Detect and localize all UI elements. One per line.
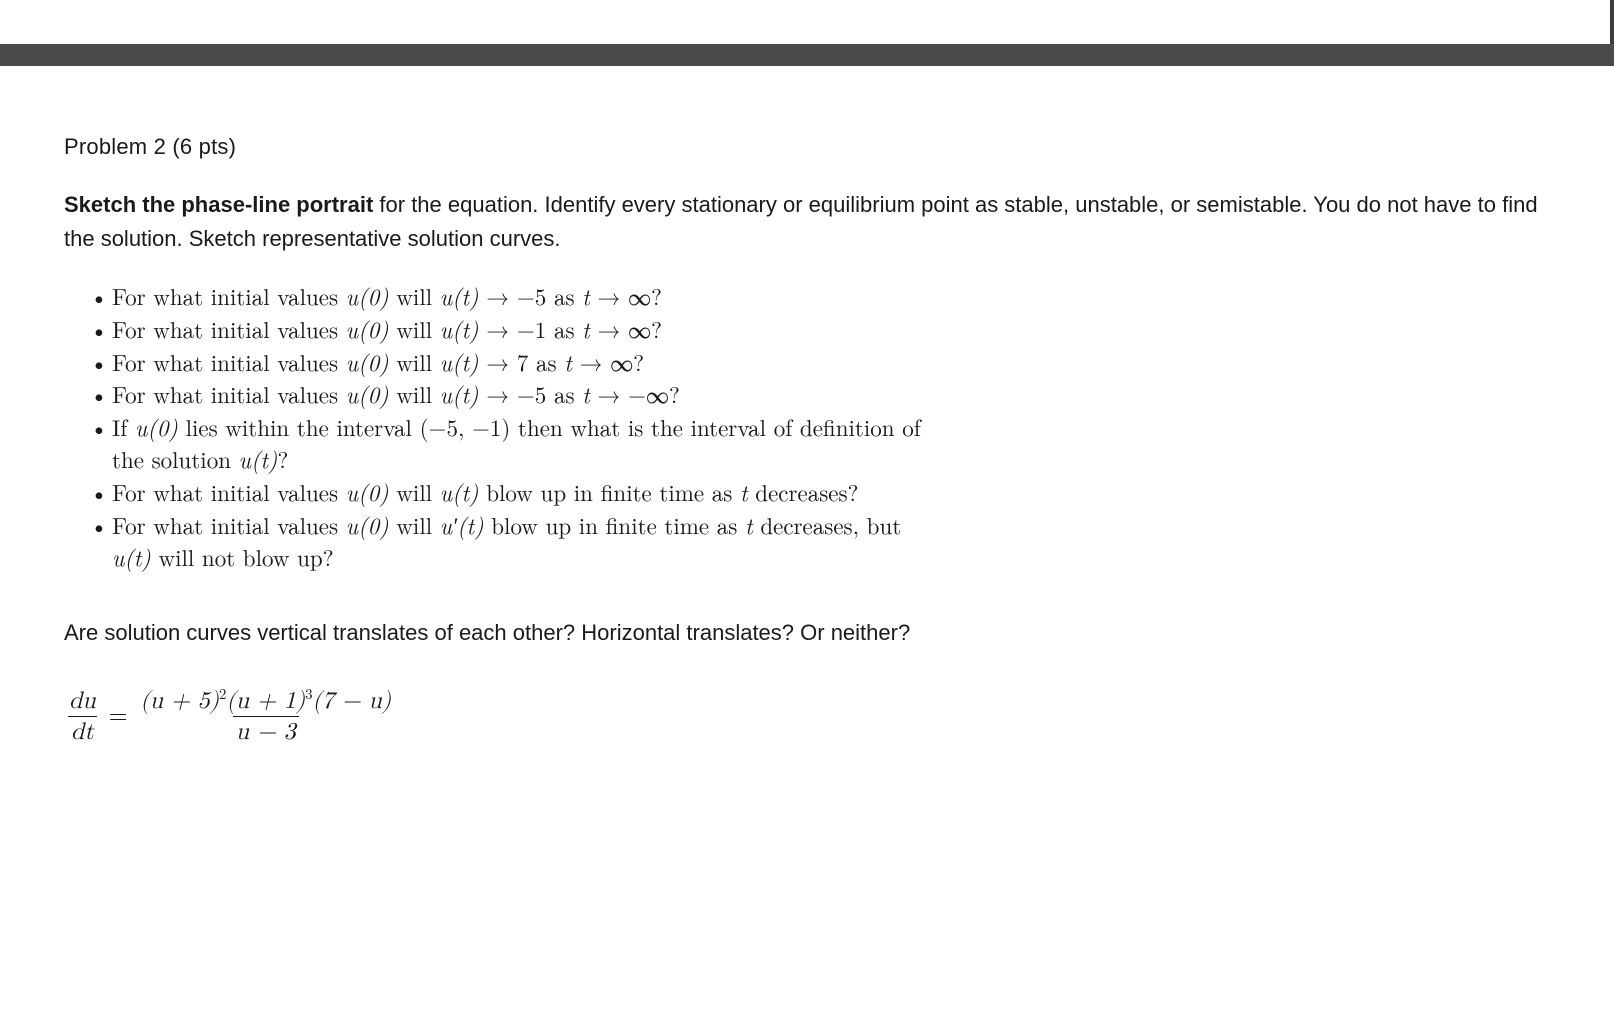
q2-ut: u(t) <box>440 312 479 345</box>
q7-pre: For what initial values <box>112 508 346 541</box>
q4-ut: u(t) <box>440 377 479 410</box>
question-3: For what initial values u(0) will u(t) →… <box>90 346 1550 379</box>
eq-factor-b: (u + 1) <box>226 689 305 713</box>
instructions-lead: Sketch the phase-line portrait <box>64 192 373 217</box>
q4-u0: u(0) <box>346 377 389 410</box>
q2-t: t <box>582 312 590 345</box>
problem-instructions: Sketch the phase-line portrait for the e… <box>64 188 1550 256</box>
eq-lhs-num: du <box>66 688 99 716</box>
q6-pre: For what initial values <box>112 475 346 508</box>
q2-end: → ∞? <box>590 312 662 345</box>
window-top-bar <box>0 0 1614 44</box>
q3-ut: u(t) <box>440 345 479 378</box>
question-list: For what initial values u(0) will u(t) →… <box>90 280 1550 574</box>
question-2: For what initial values u(0) will u(t) →… <box>90 313 1550 346</box>
q1-ut: u(t) <box>440 279 479 312</box>
q6-mid2: blow up in finite time as <box>479 475 740 508</box>
q4-text: For what initial values <box>112 377 346 410</box>
eq-factor-a: (u + 5) <box>140 689 219 713</box>
q7-line2: u(t) will not blow up? <box>112 541 1550 574</box>
q1-t: t <box>582 279 590 312</box>
q3-u0: u(0) <box>346 345 389 378</box>
q5-ut: u(t) <box>239 442 278 475</box>
q6-mid: will <box>389 475 440 508</box>
q5-mid: lies within the interval (−5, −1) then w… <box>178 410 921 443</box>
q5-pre: If <box>112 410 135 443</box>
q5-line2-text: the solution <box>112 442 239 475</box>
q1-mid: will <box>389 279 440 312</box>
q3-arrow: → 7 as <box>479 345 565 378</box>
q3-text: For what initial values <box>112 345 346 378</box>
q6-end: decreases? <box>748 475 859 508</box>
q6-t: t <box>740 475 748 508</box>
q3-t: t <box>564 345 572 378</box>
eq-rhs-fraction: (u + 5)2(u + 1)3(7 − u) u − 3 <box>137 688 394 746</box>
q4-mid: will <box>389 377 440 410</box>
window-dark-strip <box>0 44 1614 66</box>
q1-text: For what initial values <box>112 279 346 312</box>
question-1: For what initial values u(0) will u(t) →… <box>90 280 1550 313</box>
q7-t: t <box>745 508 753 541</box>
q1-arrow: → −5 as <box>479 279 583 312</box>
q7-line2b: will not blow up? <box>151 540 334 573</box>
q2-mid: will <box>389 312 440 345</box>
question-5: If u(0) lies within the interval (−5, −1… <box>90 411 1550 476</box>
q1-end: → ∞? <box>590 279 662 312</box>
differential-equation: du dt = (u + 5)2(u + 1)3(7 − u) u − 3 <box>66 688 1550 746</box>
q6-u0: u(0) <box>346 475 389 508</box>
q4-arrow: → −5 as <box>479 377 583 410</box>
eq-rhs-num: (u + 5)2(u + 1)3(7 − u) <box>137 688 394 716</box>
q7-line2a: u(t) <box>112 540 151 573</box>
q5-qm: ? <box>277 442 288 475</box>
question-6: For what initial values u(0) will u(t) b… <box>90 476 1550 509</box>
eq-lhs-den: dt <box>68 716 97 745</box>
document-page: Problem 2 (6 pts) Sketch the phase-line … <box>0 66 1614 786</box>
q6-ut: u(t) <box>440 475 479 508</box>
q5-u0: u(0) <box>135 410 178 443</box>
q7-u0: u(0) <box>346 508 389 541</box>
q1-u0: u(0) <box>346 279 389 312</box>
q5-line2: the solution u(t)? <box>112 443 1550 476</box>
q3-mid: will <box>389 345 440 378</box>
eq-lhs-fraction: du dt <box>66 688 99 746</box>
question-7: For what initial values u(0) will u′(t) … <box>90 509 1550 574</box>
problem-title: Problem 2 (6 pts) <box>64 134 1550 160</box>
translates-question: Are solution curves vertical translates … <box>64 620 1550 646</box>
q7-mid2: blow up in finite time as <box>484 508 745 541</box>
q2-text: For what initial values <box>112 312 346 345</box>
eq-exp-b: 3 <box>305 687 312 702</box>
q4-t: t <box>582 377 590 410</box>
eq-rhs-den: u − 3 <box>233 716 299 745</box>
q7-mid: will <box>389 508 440 541</box>
q4-end: → −∞? <box>590 377 680 410</box>
eq-factor-c: (7 − u) <box>313 689 392 713</box>
q3-end: → ∞? <box>572 345 644 378</box>
q7-uprime: u′(t) <box>440 508 484 541</box>
question-4: For what initial values u(0) will u(t) →… <box>90 378 1550 411</box>
eq-equals: = <box>109 702 128 731</box>
q2-u0: u(0) <box>346 312 389 345</box>
q2-arrow: → −1 as <box>479 312 583 345</box>
q7-end: decreases, but <box>753 508 902 541</box>
